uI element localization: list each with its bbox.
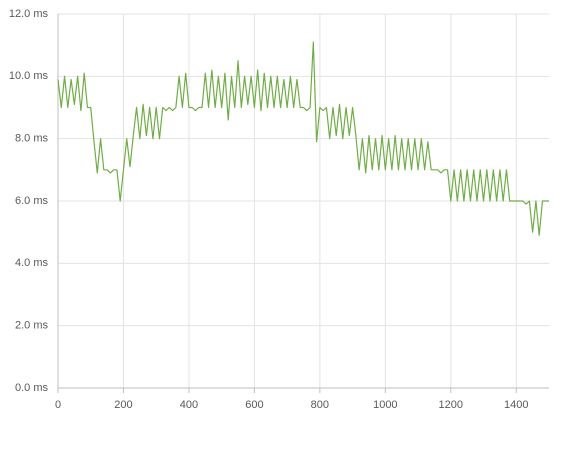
y-tick-label: 6.0 ms <box>15 195 49 207</box>
y-tick-label: 10.0 ms <box>9 70 49 82</box>
y-tick-label: 2.0 ms <box>15 320 49 332</box>
x-tick-label: 800 <box>311 399 329 411</box>
y-tick-label: 4.0 ms <box>15 257 49 269</box>
y-tick-label: 12.0 ms <box>9 8 49 20</box>
y-tick-label: 0.0 ms <box>15 382 49 394</box>
y-tick-label: 8.0 ms <box>15 133 49 145</box>
x-tick-label: 200 <box>114 399 132 411</box>
x-tick-label: 1400 <box>504 399 528 411</box>
x-tick-label: 400 <box>180 399 198 411</box>
data-line <box>57 41 549 236</box>
x-tick-label: 0 <box>55 399 61 411</box>
x-tick-label: 1200 <box>439 399 463 411</box>
x-tick-label: 600 <box>245 399 263 411</box>
x-tick-label: 1000 <box>373 399 397 411</box>
